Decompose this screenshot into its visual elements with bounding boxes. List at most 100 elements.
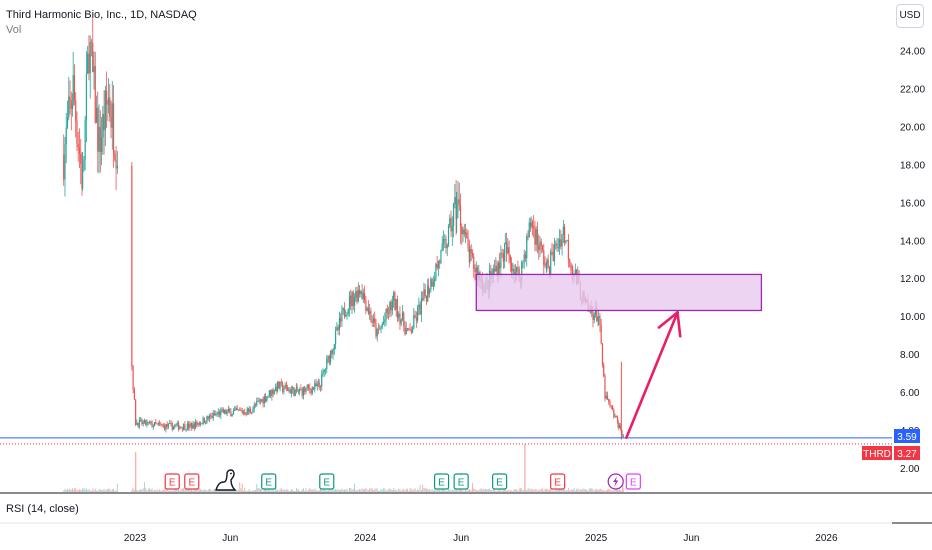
volume-bar	[471, 482, 473, 492]
volume-bar	[425, 488, 427, 492]
volume-bar	[417, 488, 419, 492]
price-axis[interactable]: 24.00 22.00 20.00 18.00 16.00 14.00 12.00 10.00…	[900, 46, 925, 475]
volume-bar	[89, 490, 91, 492]
price-tags: 3.59 THRD 3.27	[862, 429, 920, 460]
volume-bar	[533, 489, 535, 492]
volume-bar	[489, 488, 491, 492]
earnings-marker[interactable]: E	[261, 473, 277, 490]
volume-bar	[414, 488, 416, 492]
volume-bar	[485, 488, 487, 492]
candle-body	[372, 318, 375, 323]
candle-body	[550, 251, 552, 274]
earnings-marker[interactable]: E	[625, 473, 641, 490]
candle-body	[153, 421, 156, 427]
candle-body	[331, 350, 333, 355]
candle-body	[176, 422, 178, 425]
candle-body	[526, 236, 528, 259]
y-tick-label: 14.00	[900, 236, 925, 247]
rsi-indicator-label[interactable]: RSI (14, close)	[6, 503, 79, 515]
volume-bar	[441, 488, 443, 492]
lightning-icon[interactable]	[607, 473, 624, 490]
zone-rectangle[interactable]	[475, 273, 763, 312]
earnings-marker[interactable]: E	[492, 473, 508, 490]
volume-label[interactable]: Vol	[6, 24, 22, 36]
volume-bar	[81, 490, 83, 492]
volume-bar	[431, 489, 433, 492]
volume-bar	[226, 489, 228, 492]
volume-bar	[359, 488, 361, 492]
volume-bar	[215, 490, 217, 492]
volume-bar	[207, 489, 209, 492]
candle-body	[380, 326, 382, 329]
candle-body	[355, 290, 357, 299]
volume-bar	[251, 490, 253, 492]
volume-bar	[77, 490, 79, 492]
candle-body	[464, 232, 467, 235]
candle-body	[435, 264, 437, 280]
earnings-marker[interactable]: E	[433, 473, 450, 490]
candle-body	[220, 409, 222, 416]
volume-bar	[610, 490, 612, 492]
candle-body	[63, 154, 65, 180]
earnings-marker[interactable]: E	[453, 473, 469, 490]
candle-body	[553, 245, 556, 261]
symbol-title[interactable]: Third Harmonic Bio, Inc., 1D, NASDAQ	[6, 9, 197, 21]
volume-bar	[408, 490, 410, 492]
y-tick-label: 6.00	[900, 388, 920, 399]
earnings-marker[interactable]: E	[164, 473, 180, 490]
volume-bar	[482, 489, 484, 492]
candle-body	[198, 423, 200, 425]
candle-body	[605, 395, 607, 399]
candle-body	[499, 262, 501, 269]
volume-bar	[243, 490, 245, 492]
earnings-marker[interactable]: E	[184, 473, 200, 490]
candle-body	[621, 430, 623, 437]
volume-bar	[212, 489, 214, 492]
volume-bar	[196, 489, 198, 492]
volume-bar	[290, 488, 292, 492]
candle-body	[310, 389, 312, 394]
candle-body	[236, 407, 238, 411]
volume-bar	[574, 490, 576, 492]
volume-bar	[161, 490, 163, 492]
volume-bar	[567, 488, 569, 492]
candle-body	[409, 328, 411, 331]
candle-body	[341, 310, 343, 322]
volume-bar	[193, 489, 195, 492]
time-axis[interactable]: 2023 Jun 2024 Jun 2025 Jun 2026	[124, 533, 838, 544]
volume-bar	[386, 490, 388, 492]
volume-bar	[333, 489, 335, 492]
candle-body	[428, 289, 431, 295]
volume-bar	[383, 488, 385, 492]
volume-bar	[495, 490, 497, 492]
candle-body	[462, 229, 464, 235]
volume-bar	[361, 488, 363, 492]
projection-arrow[interactable]	[625, 311, 682, 439]
candle-body	[538, 244, 540, 250]
candle-body	[161, 424, 163, 426]
candle-body	[78, 147, 81, 154]
candle-body	[454, 197, 456, 204]
earnings-marker[interactable]: E	[550, 473, 566, 490]
volume-bar	[230, 490, 232, 492]
volume-bar	[603, 490, 605, 492]
candle-body	[337, 327, 339, 330]
volume-bar	[341, 488, 343, 492]
volume-bar	[254, 489, 256, 492]
currency-button[interactable]: USD	[896, 4, 924, 28]
candle-body	[64, 144, 66, 180]
volume-bar	[507, 490, 509, 492]
resistance-zone[interactable]	[475, 273, 763, 312]
candle-body	[287, 387, 289, 391]
volume-bar	[140, 489, 142, 492]
volume-bar	[395, 489, 397, 492]
volume-bar	[285, 489, 287, 492]
earnings-marker[interactable]: E	[319, 473, 335, 490]
candle-body	[203, 417, 205, 424]
candle-body	[509, 255, 511, 263]
candle-body	[184, 424, 186, 430]
volume-bar	[84, 489, 86, 492]
candle-body	[92, 42, 94, 72]
